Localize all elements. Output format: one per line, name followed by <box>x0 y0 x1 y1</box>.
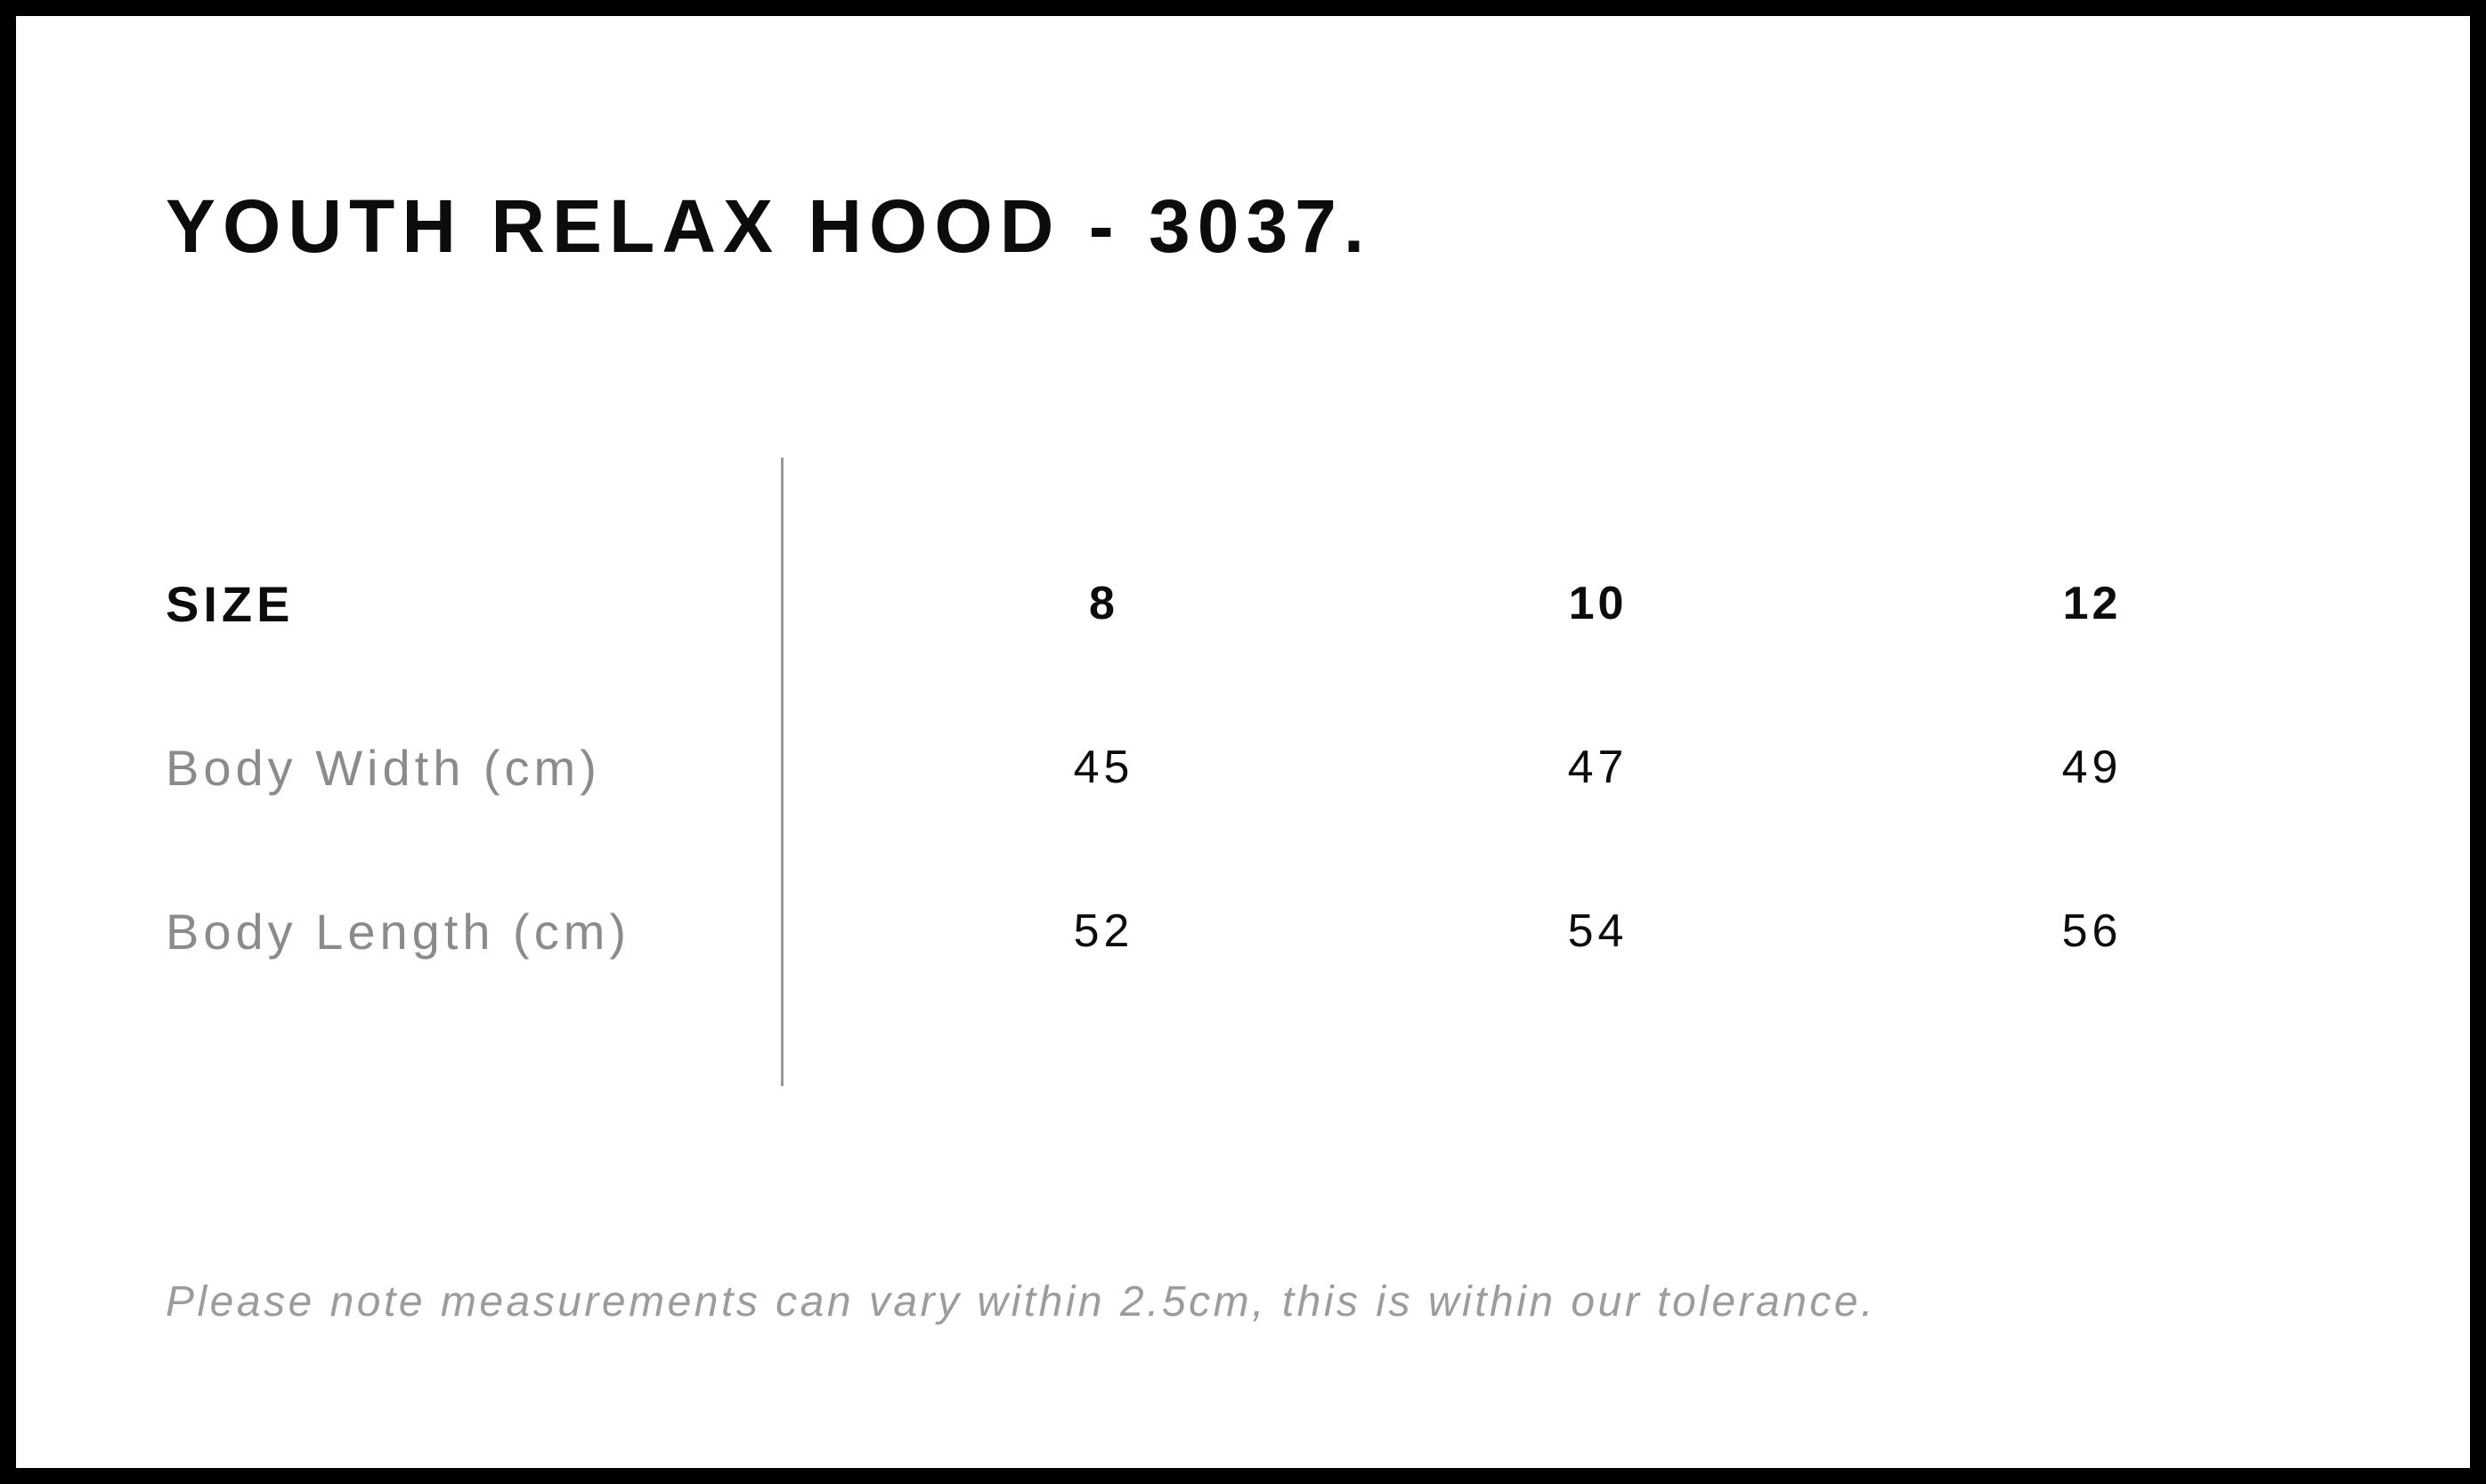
size-table: SIZE 8 10 12 Body Width (cm) 45 47 49 Bo… <box>166 522 2339 1013</box>
page-title: YOUTH RELAX HOOD - 3037. <box>166 184 1372 268</box>
size-header-label: SIZE <box>166 575 295 632</box>
size-column-8: 8 <box>1089 578 1118 629</box>
body-length-size-12: 56 <box>2061 905 2123 957</box>
table-row-body-length: Body Length (cm) 52 54 56 <box>166 849 2339 1013</box>
body-width-size-10: 47 <box>1567 742 1629 793</box>
body-length-size-8: 52 <box>1073 905 1134 957</box>
table-row-body-width: Body Width (cm) 45 47 49 <box>166 685 2339 849</box>
table-header-row: SIZE 8 10 12 <box>166 522 2339 685</box>
tolerance-note: Please note measurements can vary within… <box>166 1278 1876 1326</box>
body-length-size-10: 54 <box>1567 905 1629 957</box>
size-column-10: 10 <box>1568 578 1628 629</box>
row-label-body-width: Body Width (cm) <box>166 739 601 796</box>
body-width-size-12: 49 <box>2061 742 2123 793</box>
size-column-12: 12 <box>2062 578 2122 629</box>
body-width-size-8: 45 <box>1073 742 1134 793</box>
table-column-divider <box>781 458 784 1086</box>
row-label-body-length: Body Length (cm) <box>166 903 630 960</box>
